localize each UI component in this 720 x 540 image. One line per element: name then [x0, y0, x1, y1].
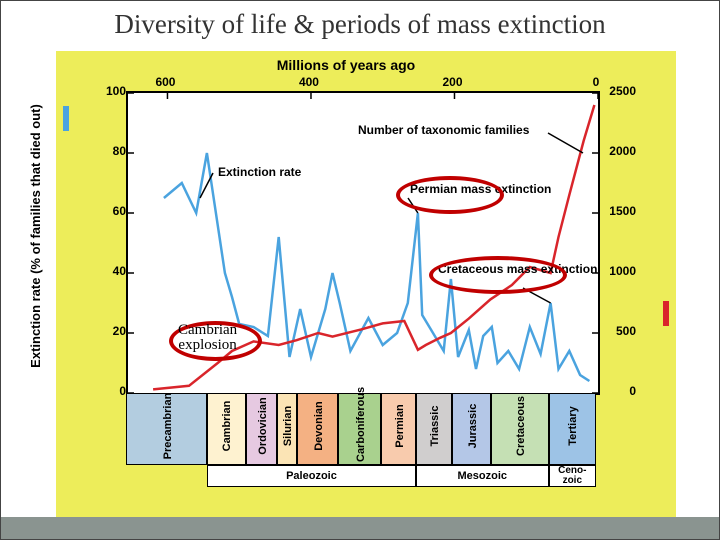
- period-ordovician: Ordovician: [246, 393, 278, 465]
- left-tick-label: 20: [106, 324, 126, 338]
- top-tick-label: 600: [155, 75, 175, 89]
- period-cambrian: Cambrian: [207, 393, 246, 465]
- left-tick-label: 80: [106, 144, 126, 158]
- right-tick-label: 500: [616, 324, 636, 338]
- right-tick-label: 0: [629, 384, 636, 398]
- right-axis-title: Number of families: [678, 0, 698, 91]
- period-devonian: Devonian: [297, 393, 338, 465]
- left-axis-color-key: [63, 106, 69, 131]
- right-tick-label: 1000: [609, 264, 636, 278]
- era-mesozoic: Mesozoic: [416, 465, 549, 487]
- cambrian-explosion-label: Cambrian explosion: [178, 323, 237, 353]
- left-tick-label: 0: [106, 384, 126, 398]
- slide: Diversity of life & periods of mass exti…: [0, 0, 720, 540]
- period-tertiary: Tertiary: [549, 393, 596, 465]
- top-axis-title: Millions of years ago: [56, 57, 636, 73]
- left-tick-label: 40: [106, 264, 126, 278]
- period-cretaceous: Cretaceous: [491, 393, 548, 465]
- families-annotation: Number of taxonomic families: [358, 123, 529, 137]
- period-carboniferous: Carboniferous: [338, 393, 381, 465]
- left-tick-label: 60: [106, 204, 126, 218]
- period-triassic: Triassic: [416, 393, 453, 465]
- cretaceous-ellipse: [429, 256, 567, 294]
- right-tick-label: 1500: [609, 204, 636, 218]
- extinction-annotation: Extinction rate: [218, 165, 301, 179]
- left-axis-title: Extinction rate (% of families that died…: [28, 86, 48, 386]
- era-cenozoic: Ceno-zoic: [549, 465, 596, 487]
- right-axis-color-key: [663, 301, 669, 326]
- period-precambrian: Precambrian: [126, 393, 207, 465]
- period-silurian: Silurian: [277, 393, 297, 465]
- top-tick-label: 400: [299, 75, 319, 89]
- chart-container: Millions of years ago Extinction rate (%…: [56, 51, 676, 526]
- left-tick-label: 100: [106, 84, 126, 98]
- period-jurassic: Jurassic: [452, 393, 491, 465]
- top-tick-label: 200: [442, 75, 462, 89]
- footer-bar: [1, 517, 719, 539]
- right-tick-label: 2000: [609, 144, 636, 158]
- permian-ellipse: [396, 176, 504, 214]
- right-tick-label: 2500: [609, 84, 636, 98]
- era-paleozoic: Paleozoic: [207, 465, 416, 487]
- top-tick-label: 0: [593, 75, 600, 89]
- slide-title: Diversity of life & periods of mass exti…: [1, 9, 719, 40]
- period-permian: Permian: [381, 393, 415, 465]
